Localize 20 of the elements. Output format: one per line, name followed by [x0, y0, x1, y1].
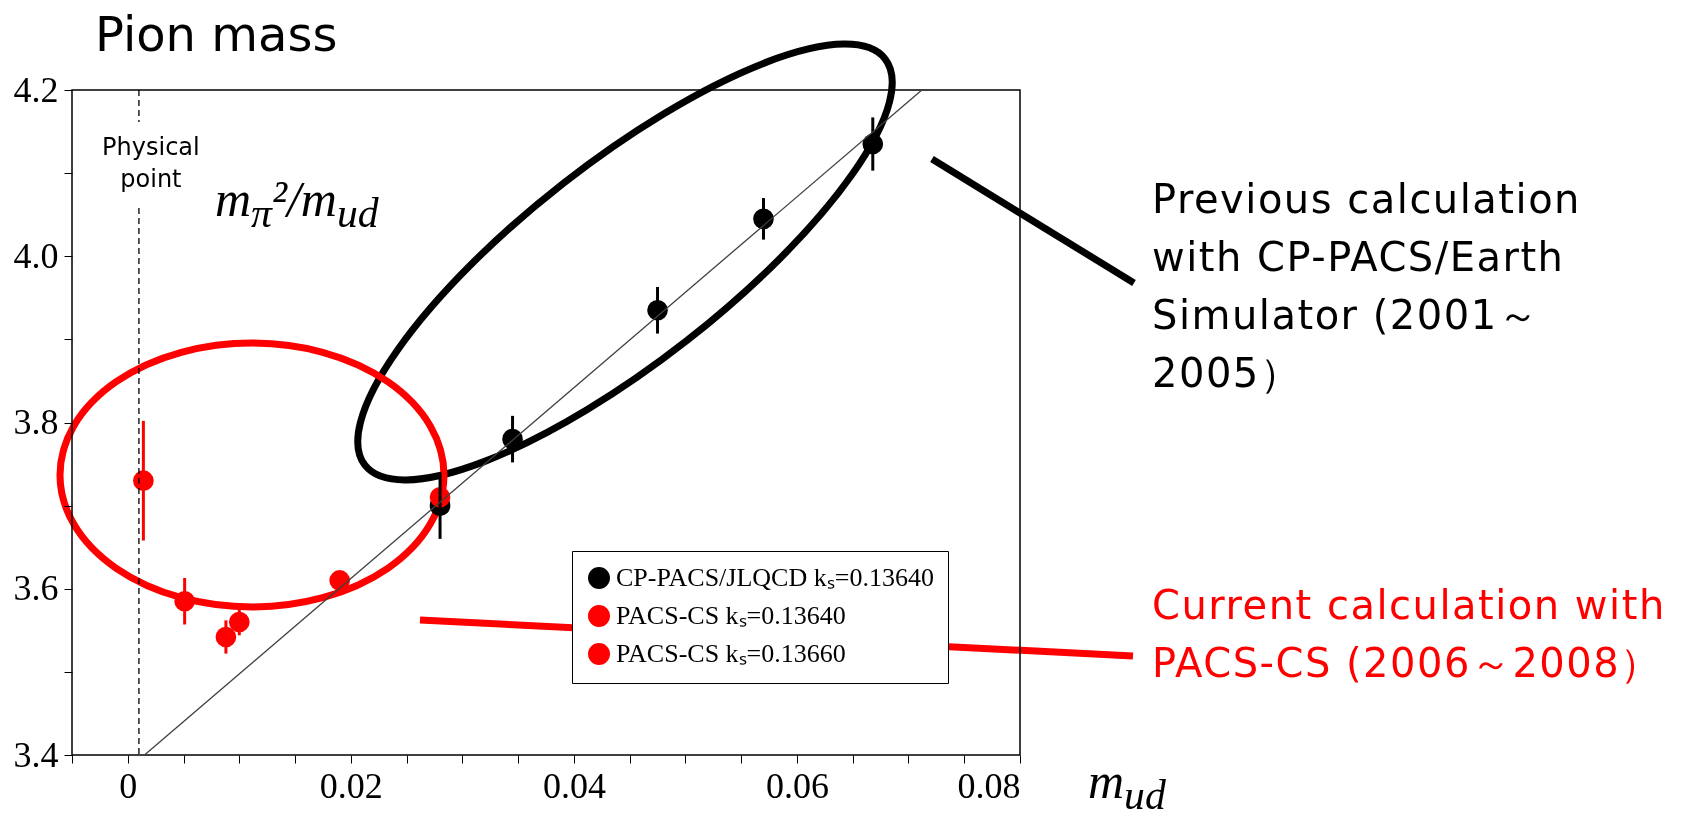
ref-line-label: Physical point — [102, 133, 200, 193]
legend-label: CP-PACS/JLQCD kₛ=0.13640 — [616, 563, 934, 592]
x-axis-title: m$_{ud}$ — [1088, 752, 1166, 816]
legend-label: PACS-CS kₛ=0.13660 — [616, 639, 846, 668]
text: Previous calculation with CP-PACS/Earth Simulator (2001～2005） — [1152, 175, 1582, 398]
x-tick-label: 0.04 — [542, 765, 606, 806]
y-tick-label: 4.2 — [13, 69, 59, 110]
y-tick-label: 3.8 — [13, 402, 59, 442]
point — [329, 570, 350, 591]
y-tick-label: 3.4 — [13, 734, 59, 775]
x-tick-label: 0.08 — [957, 765, 1021, 806]
y-axis-title: m$_{π}$²/m$_{ud}$ — [215, 170, 379, 237]
chart-title: Pion mass — [95, 6, 338, 62]
x-tick-label: 0.02 — [319, 765, 383, 806]
text: Current calculation with PACS-CS (2006～2008） — [1152, 581, 1667, 688]
x-tick-label: 0.06 — [765, 765, 829, 806]
x-tick-label: 0 — [119, 765, 138, 806]
y-tick-label: 3.6 — [13, 568, 59, 609]
legend-label: PACS-CS kₛ=0.13640 — [616, 601, 846, 630]
y-tick-label: 4.0 — [13, 235, 59, 276]
